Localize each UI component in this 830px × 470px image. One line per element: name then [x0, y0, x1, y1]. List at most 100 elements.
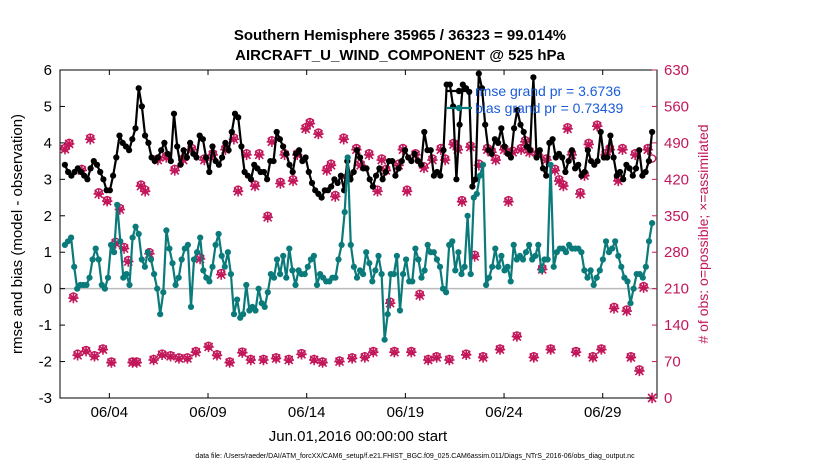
- rmse-point: [93, 161, 101, 168]
- y-tick-label: -3: [39, 390, 52, 407]
- bias-point: [172, 281, 179, 289]
- bias-point: [400, 271, 407, 278]
- obs-assimilated-point: [570, 346, 582, 358]
- bias-point: [169, 260, 176, 267]
- bias-point: [618, 263, 625, 270]
- y-right-tick-label: 490: [664, 135, 689, 152]
- obs-assimilated-point: [169, 165, 180, 176]
- bias-point: [347, 241, 354, 248]
- bias-point: [612, 238, 619, 245]
- obs-assimilated-point: [384, 298, 396, 309]
- bias-point: [430, 249, 437, 256]
- y-right-tick-label: 210: [664, 281, 689, 298]
- bias-point: [86, 274, 93, 281]
- bias-point: [535, 241, 542, 248]
- bias-point: [587, 267, 594, 274]
- rmse-point: [379, 176, 386, 183]
- bias-point: [147, 256, 155, 263]
- obs-assimilated-point: [270, 353, 282, 364]
- rmse-point: [106, 187, 113, 194]
- obs-assimilated-point: [97, 344, 109, 355]
- bias-point: [194, 249, 201, 256]
- obs-assimilated-point: [237, 347, 248, 358]
- rmse-point: [626, 165, 633, 172]
- rmse-point: [280, 143, 287, 150]
- rmse-point: [501, 143, 508, 150]
- obs-assimilated-point: [613, 175, 624, 187]
- bias-point: [366, 260, 373, 267]
- x-tick-label: 06/04: [91, 404, 129, 421]
- bias-point: [129, 234, 136, 241]
- rmse-point: [61, 161, 68, 168]
- rmse-point: [514, 107, 521, 114]
- bias-point: [510, 241, 517, 248]
- rmse-point: [472, 176, 479, 183]
- rmse-point: [84, 176, 91, 183]
- y-axis-label: rmse and bias (model - observation): [9, 114, 26, 354]
- obs-assimilated-point: [182, 353, 193, 364]
- obs-assimilated-point: [368, 346, 379, 358]
- obs-assimilated-point: [262, 212, 273, 223]
- bias-point: [338, 241, 345, 248]
- rmse-point: [363, 165, 370, 172]
- rmse-point: [620, 176, 627, 183]
- obs-assimilated-point: [139, 186, 151, 197]
- bias-point: [522, 249, 530, 256]
- rmse-point: [135, 85, 142, 92]
- obs-assimilated-point: [241, 149, 252, 161]
- obs-assimilated-point: [203, 341, 214, 353]
- bias-point: [504, 263, 511, 270]
- y-tick-label: 2: [44, 208, 52, 225]
- bias-point: [544, 256, 551, 263]
- rmse-point: [174, 143, 181, 150]
- rmse-point: [357, 154, 364, 161]
- bias-point: [421, 267, 428, 274]
- bias-point: [255, 285, 262, 292]
- rmse-point: [616, 168, 624, 176]
- bias-point: [596, 267, 603, 274]
- y-right-tick-label: 70: [664, 354, 681, 371]
- rmse-point: [116, 132, 123, 139]
- legend: rmse grand pr = 3.6736 bias grand pr = 0…: [446, 83, 623, 116]
- rmse-point: [533, 154, 540, 161]
- rmse-point: [142, 132, 149, 139]
- obs-assimilated-point: [625, 352, 637, 363]
- bias-point: [498, 252, 505, 259]
- bias-point: [252, 307, 259, 314]
- obs-assimilated-point: [165, 351, 176, 362]
- rmse-point: [478, 85, 486, 92]
- bias-point: [390, 271, 397, 278]
- obs-assimilated-point: [283, 354, 295, 366]
- obs-assimilated-point: [228, 134, 240, 145]
- obs-assimilated-point: [249, 180, 261, 192]
- obs-assimilated-point: [511, 331, 523, 342]
- rmse-point: [219, 154, 226, 161]
- rmse-point: [527, 147, 534, 154]
- rmse-point: [453, 176, 460, 183]
- bias-point: [104, 274, 112, 281]
- rmse-point: [559, 154, 566, 161]
- y-axis-right: 0 70 140 210 280 350 420 490 560 630: [652, 62, 689, 407]
- rmse-point: [97, 168, 104, 176]
- bias-point: [443, 289, 450, 296]
- y-right-tick-label: 0: [664, 390, 672, 407]
- bias-point: [519, 256, 527, 263]
- rmse-point: [264, 176, 271, 183]
- plot-frame: [59, 69, 658, 399]
- rmse-point: [286, 161, 293, 168]
- bias-point: [301, 271, 308, 278]
- rmse-point: [408, 158, 415, 165]
- bias-point: [206, 278, 213, 285]
- obs-assimilated-point: [558, 180, 569, 192]
- bias-point: [639, 274, 646, 281]
- rmse-point: [318, 194, 325, 201]
- obs-assimilated-point: [325, 160, 337, 171]
- rmse-point: [177, 161, 184, 168]
- bias-point: [464, 212, 471, 219]
- bias-point: [280, 252, 287, 259]
- obs-assimilated-point: [313, 128, 324, 140]
- obs-assimilated-point: [68, 292, 79, 304]
- obs-assimilated-point: [148, 354, 159, 366]
- obs-assimilated-point: [406, 346, 417, 358]
- obs-assimilated-point: [338, 134, 349, 145]
